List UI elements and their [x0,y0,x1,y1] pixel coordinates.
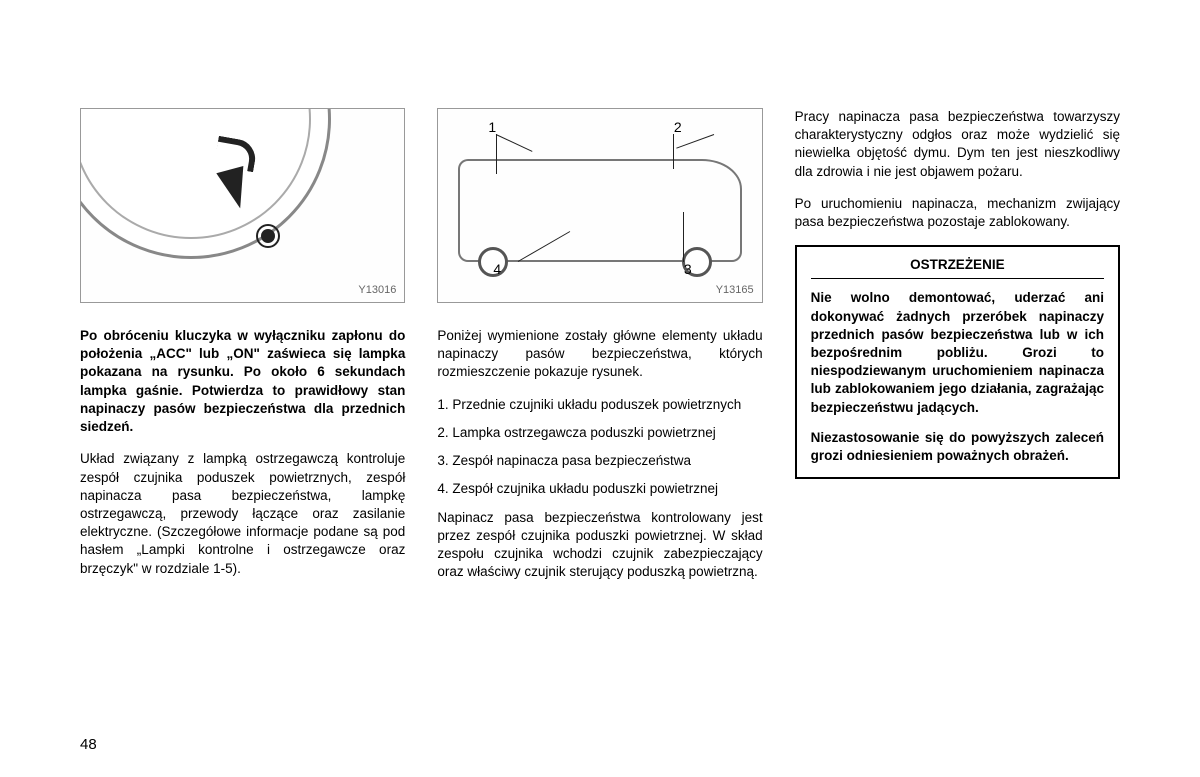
list-item: 2. Lampka ostrzegawcza poduszki powietrz… [437,424,762,442]
callout-4: 4 [493,261,501,277]
callout-3: 3 [684,261,692,277]
col2-intro: Poniżej wymienione zostały główne elemen… [437,327,762,382]
column-1: Y13016 Po obróceniu kluczyka w wyłącznik… [80,108,405,595]
column-2: 1 2 3 4 Y13165 Poniżej wymienione został… [437,108,762,595]
callout-1: 1 [488,119,496,135]
list-item: 4. Zespół czujnika układu poduszki powie… [437,480,762,498]
figure-label: Y13016 [358,284,396,296]
figure-dashboard: Y13016 [80,108,405,303]
callout-2: 2 [674,119,682,135]
col1-bold-paragraph: Po obróceniu kluczyka w wyłączniku zapło… [80,327,405,436]
warning-paragraph-2: Niezastosowanie się do powyższych zalece… [811,429,1104,465]
warning-box: OSTRZEŻENIE Nie wolno demontować, uderza… [795,245,1120,479]
figure-label: Y13165 [716,284,754,296]
warning-title: OSTRZEŻENIE [811,257,1104,279]
arrow-indicator-icon [221,169,249,209]
column-3: Pracy napinacza pasa bezpieczeństwa towa… [795,108,1120,595]
col3-paragraph-2: Po uruchomieniu napinacza, mechanizm zwi… [795,195,1120,231]
list-item: 1. Przednie czujniki układu poduszek pow… [437,396,762,414]
manual-page: Y13016 Po obróceniu kluczyka w wyłącznik… [80,108,1120,595]
col1-paragraph-2: Układ związany z lampką ostrzegawczą kon… [80,450,405,578]
airbag-warning-icon [256,224,280,248]
car-outline-icon: 1 2 3 4 [448,129,751,272]
col3-paragraph-1: Pracy napinacza pasa bezpieczeństwa towa… [795,108,1120,181]
component-list: 1. Przednie czujniki układu poduszek pow… [437,396,762,499]
page-number: 48 [80,736,97,753]
figure-car-diagram: 1 2 3 4 Y13165 [437,108,762,303]
warning-paragraph-1: Nie wolno demontować, uderzać ani dokony… [811,289,1104,417]
col2-closing: Napinacz pasa bezpieczeństwa kontrolowan… [437,509,762,582]
list-item: 3. Zespół napinacza pasa bezpieczeństwa [437,452,762,470]
